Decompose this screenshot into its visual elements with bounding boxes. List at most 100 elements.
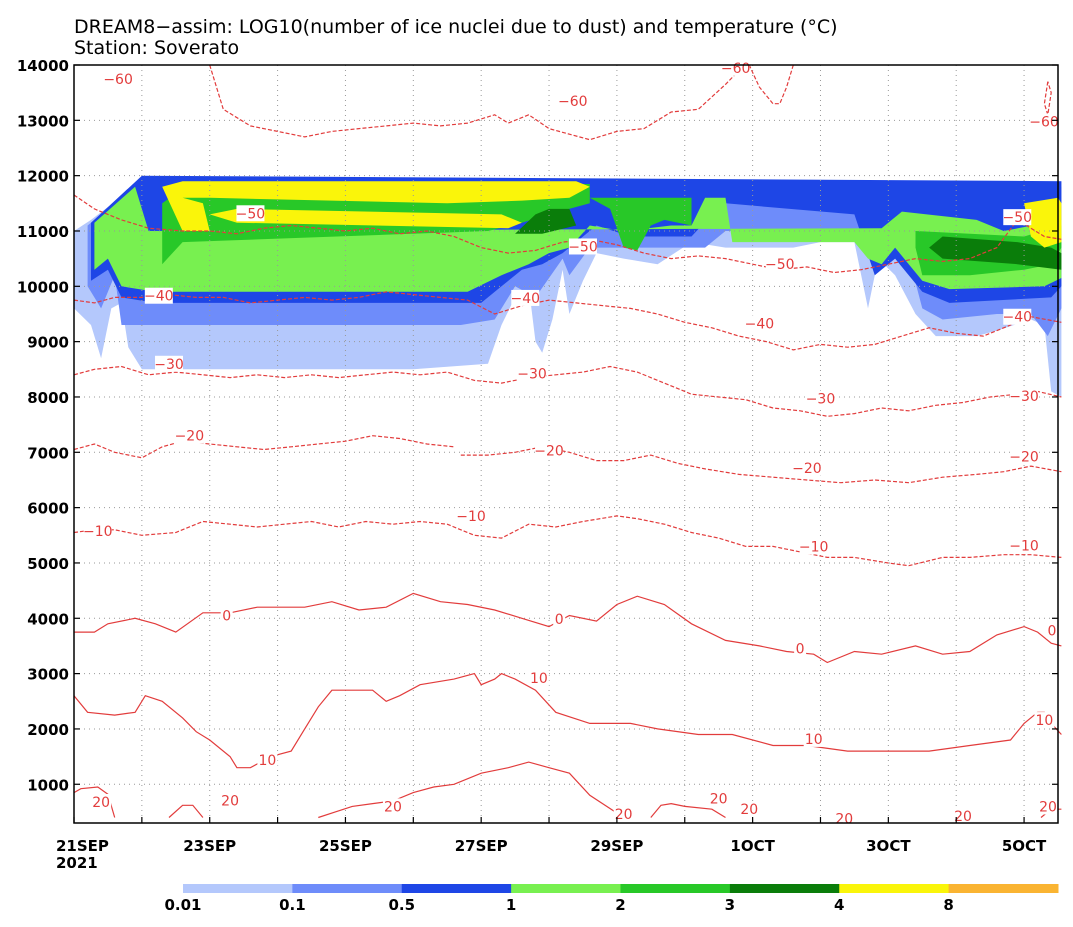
- contour-label-bg: [803, 730, 824, 747]
- contour-label: −10: [83, 524, 113, 540]
- contour-label: −30: [1009, 389, 1039, 405]
- y-tick-label: 11000: [17, 223, 69, 241]
- contour-label-bg: [175, 427, 204, 444]
- contour-label-bg: [806, 390, 835, 407]
- contour-label: 0: [796, 642, 805, 658]
- contour-label: −40: [144, 289, 174, 305]
- temperature-contour-10: [73, 672, 1062, 769]
- contour-label-bg: [83, 522, 112, 539]
- temperature-contour--30: [73, 365, 1062, 417]
- contour-label-bg: [568, 238, 597, 255]
- contour-label-bg: [257, 751, 278, 768]
- contour-label: 20: [954, 809, 972, 825]
- y-tick-label: 4000: [27, 610, 69, 628]
- contour-label: −60: [558, 94, 588, 110]
- contour-label-bg: [535, 442, 564, 459]
- contour-label: −40: [511, 291, 541, 307]
- contour-label-bg: [721, 59, 750, 76]
- dust-region-level-7: [162, 181, 590, 231]
- contour-label: 20: [221, 793, 239, 809]
- colorbar-label: 3: [725, 896, 735, 914]
- contour-label-bg: [104, 70, 133, 87]
- contour-label-bg: [1003, 308, 1032, 325]
- contour-label: 0: [1048, 623, 1057, 639]
- axis-layer: 1000200030004000500060007000800090001000…: [17, 57, 1058, 872]
- contour-label-bg: [739, 801, 760, 818]
- y-tick-label: 14000: [17, 57, 69, 75]
- contour-label: 20: [835, 812, 853, 828]
- contour-label-bg: [1046, 622, 1058, 639]
- colorbar-label: 8: [943, 896, 953, 914]
- contour-label-bg: [220, 792, 241, 809]
- y-tick-label: 8000: [27, 389, 69, 407]
- colorbar-swatch: [948, 884, 1059, 893]
- contour-label: 20: [1039, 799, 1057, 815]
- dust-region-level-5: [589, 197, 692, 251]
- x-tick-label: 1OCT: [730, 837, 775, 855]
- y-tick-label: 7000: [27, 444, 69, 462]
- contour-label-bg: [456, 507, 485, 524]
- temperature-contour--60: [748, 64, 794, 105]
- y-tick-label: 9000: [27, 334, 69, 352]
- contour-label-bg: [144, 287, 173, 304]
- contour-label-bg: [528, 670, 549, 687]
- contour-label: −20: [792, 461, 822, 477]
- contour-label-bg: [236, 205, 265, 222]
- colorbar-swatch: [292, 884, 403, 893]
- contour-label-bg: [91, 793, 112, 810]
- dust-region-level-7: [209, 208, 522, 229]
- contour-label-bg: [794, 640, 807, 657]
- contour-label: 0: [555, 612, 564, 628]
- temperature-contour-20: [650, 802, 726, 819]
- contour-label-bg: [799, 538, 828, 555]
- dust-region-level-6: [929, 236, 1062, 270]
- temperature-contour-20: [168, 804, 204, 818]
- contour-label: −30: [154, 357, 184, 373]
- x-tick-sublabel: 2021: [56, 854, 98, 872]
- y-tick-label: 10000: [17, 278, 69, 296]
- temperature-contour--60: [1043, 81, 1052, 115]
- contour-label-bg: [220, 607, 233, 624]
- contour-label-bg: [613, 806, 634, 823]
- x-tick-label: 27SEP: [455, 837, 508, 855]
- chart-subtitle: Station: Soverato: [74, 37, 239, 59]
- contour-label-bg: [765, 256, 794, 273]
- contour-label-bg: [952, 807, 973, 824]
- temperature-contour--10: [73, 515, 1062, 567]
- contour-label-bg: [1003, 209, 1032, 226]
- plot-frame: [73, 64, 1059, 824]
- contour-label: 20: [384, 799, 402, 815]
- contour-label: −40: [1003, 310, 1033, 326]
- x-tick-label: 5OCT: [1002, 837, 1047, 855]
- contour-label: −50: [568, 239, 598, 255]
- contour-label: 0: [222, 609, 231, 625]
- colorbar-swatch: [729, 884, 840, 893]
- contour-label-bg: [1034, 712, 1055, 729]
- contour-label-bg: [1010, 537, 1039, 554]
- x-tick-label: 21SEP: [56, 837, 109, 855]
- contour-label: 10: [1036, 713, 1054, 729]
- contour-label-bg: [511, 289, 540, 306]
- y-tick-label: 5000: [27, 555, 69, 573]
- contour-label: 20: [710, 792, 728, 808]
- temperature-contour-20: [318, 761, 625, 819]
- contour-label: 10: [258, 753, 276, 769]
- colorbar-swatch: [511, 884, 621, 893]
- contour-label: −20: [1009, 450, 1039, 466]
- colorbar-label: 0.5: [388, 896, 415, 914]
- x-tick-label: 25SEP: [319, 837, 372, 855]
- contour-label: −30: [806, 392, 836, 408]
- temperature-contour-0: [74, 592, 1062, 664]
- contour-label: −10: [799, 539, 829, 555]
- contour-label: 20: [92, 795, 110, 811]
- contour-label-bg: [558, 92, 587, 109]
- contour-label: −60: [1029, 114, 1059, 130]
- temperature-contour--60: [209, 64, 747, 141]
- contour-label-bg: [1010, 448, 1039, 465]
- y-tick-label: 3000: [27, 666, 69, 684]
- contour-label: −20: [175, 429, 205, 445]
- colorbar-swatch: [183, 884, 293, 893]
- colorbar: 0.01 0.1 0.5 1 2 3 4 8: [164, 884, 1059, 914]
- contour-label: −10: [1009, 538, 1039, 554]
